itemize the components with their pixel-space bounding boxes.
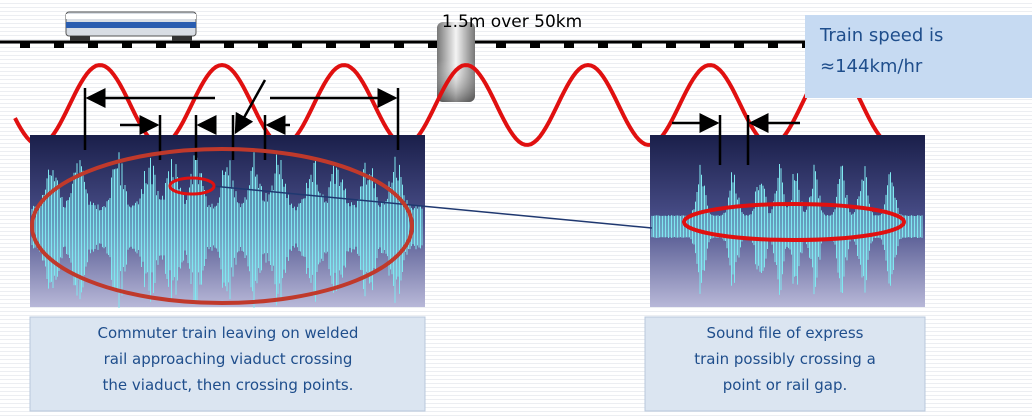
caption-line: Commuter train leaving on welded [98, 324, 359, 342]
caption-line: Sound file of express [707, 324, 864, 342]
sleeper [734, 43, 744, 48]
sleeper [768, 43, 778, 48]
caption-line: point or rail gap. [723, 376, 848, 394]
sleeper [496, 43, 506, 48]
sleeper [88, 43, 98, 48]
slide: 1.5m over 50km Train speed is ≈144km/hr … [0, 0, 1032, 416]
sleeper [326, 43, 336, 48]
speed-line: Train speed is [819, 25, 943, 46]
distance-label: 1.5m over 50km [442, 12, 582, 32]
sleeper [394, 43, 404, 48]
sleeper [122, 43, 132, 48]
sleeper [564, 43, 574, 48]
caption-line: the viaduct, then crossing points. [103, 376, 354, 394]
sleeper [666, 43, 676, 48]
caption-line: rail approaching viaduct crossing [104, 350, 353, 368]
sleeper [700, 43, 710, 48]
speed-line: ≈144km/hr [820, 56, 923, 77]
train [66, 12, 196, 41]
sleeper [360, 43, 370, 48]
sleeper [428, 43, 438, 48]
diagram: 1.5m over 50km Train speed is ≈144km/hr … [0, 0, 1032, 416]
sleeper [54, 43, 64, 48]
sleeper [598, 43, 608, 48]
sleeper [292, 43, 302, 48]
sleeper [632, 43, 642, 48]
sleeper [224, 43, 234, 48]
sleeper [156, 43, 166, 48]
sleeper [190, 43, 200, 48]
caption-line: train possibly crossing a [694, 350, 876, 368]
sleeper [258, 43, 268, 48]
sleeper [530, 43, 540, 48]
sleeper [20, 43, 30, 48]
